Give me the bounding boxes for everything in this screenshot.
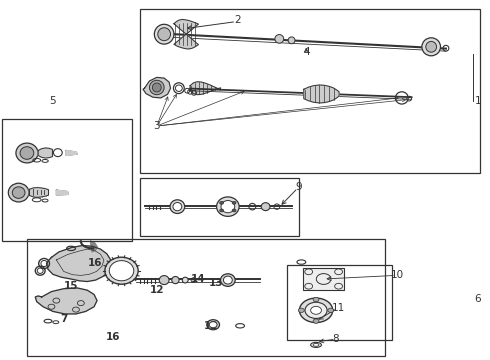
Polygon shape xyxy=(143,77,171,98)
Text: 12: 12 xyxy=(203,321,218,331)
Text: 12: 12 xyxy=(149,285,164,295)
Text: 16: 16 xyxy=(105,332,120,342)
Bar xyxy=(27,239,385,356)
Ellipse shape xyxy=(299,298,333,323)
Polygon shape xyxy=(29,188,49,197)
Ellipse shape xyxy=(109,261,134,281)
Polygon shape xyxy=(35,288,97,314)
Text: 9: 9 xyxy=(295,182,302,192)
Text: 11: 11 xyxy=(331,303,345,313)
Bar xyxy=(2,119,132,241)
Text: 5: 5 xyxy=(49,96,56,106)
Polygon shape xyxy=(47,246,112,282)
Ellipse shape xyxy=(182,277,188,283)
Ellipse shape xyxy=(288,37,295,44)
Ellipse shape xyxy=(12,187,25,198)
Polygon shape xyxy=(190,82,220,95)
Polygon shape xyxy=(304,85,339,103)
Ellipse shape xyxy=(426,41,437,52)
Ellipse shape xyxy=(170,200,185,213)
Ellipse shape xyxy=(105,257,138,284)
Ellipse shape xyxy=(159,276,169,284)
Ellipse shape xyxy=(16,143,38,163)
Ellipse shape xyxy=(261,203,270,211)
Bar xyxy=(140,178,299,236)
Polygon shape xyxy=(38,148,52,158)
Circle shape xyxy=(232,201,236,204)
Circle shape xyxy=(220,201,223,204)
Polygon shape xyxy=(56,190,69,195)
Circle shape xyxy=(232,209,236,212)
Ellipse shape xyxy=(217,197,239,216)
Ellipse shape xyxy=(422,38,441,56)
Ellipse shape xyxy=(209,322,217,328)
Text: 8: 8 xyxy=(332,334,339,344)
Text: 15: 15 xyxy=(64,281,78,291)
Ellipse shape xyxy=(221,201,235,213)
Ellipse shape xyxy=(275,35,284,43)
Circle shape xyxy=(220,209,223,212)
Bar xyxy=(303,268,344,290)
Bar xyxy=(287,265,392,340)
Ellipse shape xyxy=(154,24,174,44)
Text: 3: 3 xyxy=(153,121,160,131)
Text: 16: 16 xyxy=(88,258,103,268)
Ellipse shape xyxy=(152,83,161,92)
Text: 1: 1 xyxy=(474,96,481,106)
Polygon shape xyxy=(174,19,198,49)
Text: 6: 6 xyxy=(474,294,481,304)
Ellipse shape xyxy=(220,274,235,287)
Text: 2: 2 xyxy=(234,15,241,25)
Ellipse shape xyxy=(8,183,29,202)
Text: 10: 10 xyxy=(391,270,403,280)
Ellipse shape xyxy=(305,302,327,318)
Ellipse shape xyxy=(149,80,164,95)
Circle shape xyxy=(313,297,319,302)
Ellipse shape xyxy=(158,28,171,41)
Text: 7: 7 xyxy=(60,314,68,324)
Text: 4: 4 xyxy=(303,47,310,57)
Ellipse shape xyxy=(173,202,182,211)
Circle shape xyxy=(313,319,319,323)
Ellipse shape xyxy=(223,276,232,284)
Ellipse shape xyxy=(207,320,220,330)
Ellipse shape xyxy=(172,276,179,284)
Ellipse shape xyxy=(311,306,321,314)
Text: 13: 13 xyxy=(208,278,223,288)
Text: 14: 14 xyxy=(191,274,206,284)
Circle shape xyxy=(298,308,304,312)
Circle shape xyxy=(328,308,334,312)
Ellipse shape xyxy=(20,147,34,159)
Polygon shape xyxy=(66,150,77,156)
Bar xyxy=(140,9,480,173)
Polygon shape xyxy=(91,241,97,252)
